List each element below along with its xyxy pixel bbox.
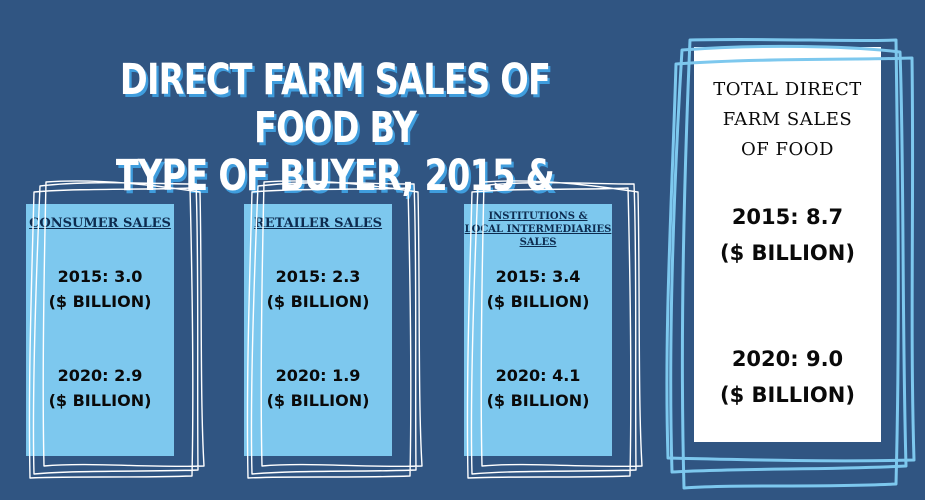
institutions-sales-2015-value: 2015: 3.4: [495, 267, 581, 286]
institutions-sales-2020-unit: ($ BILLION): [486, 391, 590, 410]
institutions-heading-line-2: LOCAL INTERMEDIARIES: [464, 224, 612, 235]
consumer-sales-2020-value: 2020: 2.9: [57, 366, 143, 385]
total-heading-line-2: FARM SALES: [722, 109, 853, 130]
total-sales-2020-value: 2020: 9.0: [731, 347, 844, 371]
retailer-sales-2020-value: 2020: 1.9: [275, 366, 361, 385]
consumer-sales-2015: 2015: 3.0 ($ BILLION): [26, 264, 174, 314]
institutions-heading-line-3: SALES: [519, 237, 557, 248]
retailer-sales-2015-value: 2015: 2.3: [275, 267, 361, 286]
consumer-sales-2020: 2020: 2.9 ($ BILLION): [26, 363, 174, 413]
total-sales-2015-value: 2015: 8.7: [731, 205, 844, 229]
total-sales-2020-unit: ($ BILLION): [720, 383, 855, 407]
retailer-sales-2015-unit: ($ BILLION): [266, 292, 370, 311]
total-heading-line-3: OF FOOD: [741, 139, 834, 160]
retailer-sales-heading: RETAILER SALES: [253, 216, 383, 231]
total-sales-2015-unit: ($ BILLION): [720, 241, 855, 265]
total-sales-heading: TOTAL DIRECT FARM SALES OF FOOD: [694, 75, 881, 165]
retailer-sales-2015: 2015: 2.3 ($ BILLION): [244, 264, 392, 314]
consumer-sales-2015-value: 2015: 3.0: [57, 267, 143, 286]
total-sales-2015: 2015: 8.7 ($ BILLION): [694, 199, 881, 271]
institutions-sales-2015-unit: ($ BILLION): [486, 292, 590, 311]
consumer-sales-2020-unit: ($ BILLION): [48, 391, 152, 410]
consumer-sales-heading: CONSUMER SALES: [29, 216, 171, 231]
total-heading-line-1: TOTAL DIRECT: [713, 79, 862, 100]
institutions-sales-2020: 2020: 4.1 ($ BILLION): [464, 363, 612, 413]
institutions-heading-line-1: INSTITUTIONS &: [488, 211, 588, 222]
total-sales-2020: 2020: 9.0 ($ BILLION): [694, 341, 881, 413]
retailer-sales-2020-unit: ($ BILLION): [266, 391, 370, 410]
title-line-1: DIRECT FARM SALES OF FOOD BY: [119, 55, 551, 153]
retailer-sales-2020: 2020: 1.9 ($ BILLION): [244, 363, 392, 413]
consumer-sales-card: CONSUMER SALES 2015: 3.0 ($ BILLION) 202…: [26, 204, 174, 456]
institutions-sales-2020-value: 2020: 4.1: [495, 366, 581, 385]
consumer-sales-2015-unit: ($ BILLION): [48, 292, 152, 311]
institutions-sales-2015: 2015: 3.4 ($ BILLION): [464, 264, 612, 314]
retailer-sales-card: RETAILER SALES 2015: 2.3 ($ BILLION) 202…: [244, 204, 392, 456]
institutions-sales-heading: INSTITUTIONS & LOCAL INTERMEDIARIES SALE…: [464, 210, 612, 249]
institutions-sales-card: INSTITUTIONS & LOCAL INTERMEDIARIES SALE…: [464, 204, 612, 456]
total-sales-panel: TOTAL DIRECT FARM SALES OF FOOD 2015: 8.…: [694, 47, 881, 442]
